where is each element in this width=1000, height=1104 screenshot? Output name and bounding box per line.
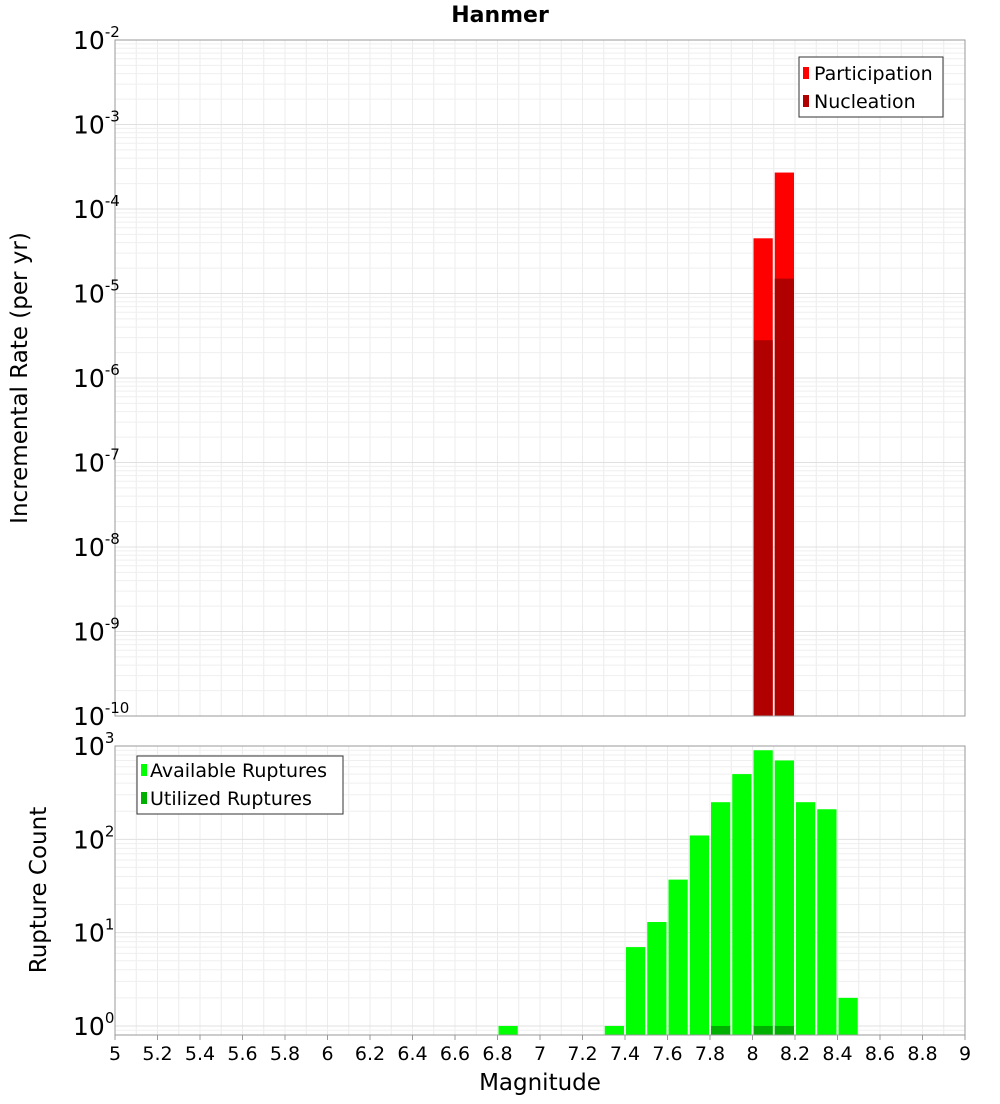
top-legend: Participation Nucleation (798, 56, 944, 118)
x-tick-10: 7 (534, 1043, 546, 1065)
legend-swatch-available (141, 764, 147, 776)
legend-label-utilized: Utilized Ruptures (150, 788, 312, 810)
top-plot-frame (114, 39, 966, 717)
bar-available-ruptures-5 (689, 835, 709, 1035)
bar-available-ruptures-2 (626, 947, 646, 1035)
legend-label-available: Available Ruptures (150, 760, 327, 782)
x-tick-13: 7.6 (652, 1043, 682, 1065)
top-y-tick-6: 10-8 (73, 530, 120, 562)
bar-available-ruptures-10 (796, 802, 816, 1035)
bar-available-ruptures-3 (647, 922, 667, 1035)
bottom-y-tick-3: 100 (73, 1009, 114, 1041)
bar-utilized-ruptures-1 (753, 1025, 773, 1035)
bottom-y-axis-title: Rupture Count (26, 807, 52, 973)
bar-nucleation-1 (774, 278, 794, 716)
bar-available-ruptures-4 (668, 879, 688, 1035)
bar-available-ruptures-6 (711, 802, 731, 1035)
x-tick-14: 7.8 (695, 1043, 725, 1065)
x-axis-title: Magnitude (479, 1070, 601, 1096)
x-tick-2: 5.4 (185, 1043, 215, 1065)
bar-utilized-ruptures-0 (711, 1025, 731, 1035)
x-tick-12: 7.4 (610, 1043, 640, 1065)
x-tick-17: 8.4 (822, 1043, 852, 1065)
x-ticks: 5 5.2 5.4 5.6 5.8 6 6.2 6.4 6.6 6.8 7 7.2 7.4 7.6 7.8 8… (109, 1035, 971, 1065)
bar-utilized-ruptures-2 (774, 1025, 794, 1035)
top-legend-box (798, 56, 944, 118)
bottom-y-ticks: 103 102 101 100 (73, 729, 114, 1041)
legend-swatch-participation (803, 67, 809, 79)
bottom-bars (498, 750, 858, 1035)
legend-label-participation: Participation (814, 63, 933, 85)
top-y-tick-2: 10-4 (73, 192, 120, 224)
legend-swatch-utilized (141, 792, 147, 804)
x-tick-15: 8 (746, 1043, 758, 1065)
x-tick-4: 5.8 (270, 1043, 300, 1065)
top-y-ticks: 10-2 10-3 10-4 10-5 10-6 10-7 10-8 10-9 10-10 (73, 23, 129, 731)
x-tick-18: 8.6 (865, 1043, 895, 1065)
x-tick-11: 7.2 (567, 1043, 597, 1065)
bottom-y-tick-2: 101 (73, 916, 114, 948)
bottom-legend-box (136, 755, 344, 815)
x-tick-3: 5.6 (227, 1043, 257, 1065)
bar-available-ruptures-7 (732, 774, 752, 1035)
bottom-legend: Available Ruptures Utilized Ruptures (136, 755, 344, 815)
x-tick-0: 5 (109, 1043, 121, 1065)
top-y-tick-1: 10-3 (73, 108, 120, 140)
top-y-tick-5: 10-7 (73, 446, 120, 478)
x-tick-7: 6.4 (397, 1043, 427, 1065)
legend-swatch-nucleation (803, 95, 809, 107)
bottom-y-tick-1: 102 (73, 822, 114, 854)
bar-available-ruptures-9 (774, 760, 794, 1035)
top-y-tick-8: 10-10 (73, 699, 129, 731)
top-y-axis-title: Incremental Rate (per yr) (7, 232, 33, 524)
bar-available-ruptures-0 (498, 1025, 518, 1035)
top-y-tick-4: 10-6 (73, 361, 120, 393)
x-tick-1: 5.2 (142, 1043, 172, 1065)
top-y-tick-3: 10-5 (73, 277, 120, 309)
bar-nucleation-0 (753, 340, 773, 716)
x-tick-5: 6 (321, 1043, 333, 1065)
x-tick-16: 8.2 (780, 1043, 810, 1065)
bar-available-ruptures-11 (817, 809, 837, 1035)
bar-available-ruptures-1 (604, 1025, 624, 1035)
x-tick-9: 6.8 (482, 1043, 512, 1065)
bottom-y-tick-0: 103 (73, 729, 114, 761)
x-tick-6: 6.2 (355, 1043, 385, 1065)
top-bars (753, 172, 794, 717)
x-tick-20: 9 (959, 1043, 971, 1065)
bar-available-ruptures-12 (838, 997, 858, 1035)
top-y-tick-0: 10-2 (73, 23, 120, 55)
chart-title: Hanmer (451, 3, 549, 28)
top-grid (114, 39, 966, 717)
legend-label-nucleation: Nucleation (814, 91, 916, 113)
x-tick-8: 6.6 (440, 1043, 470, 1065)
bar-available-ruptures-8 (753, 750, 773, 1035)
x-tick-19: 8.8 (907, 1043, 937, 1065)
top-y-tick-7: 10-9 (73, 615, 120, 647)
